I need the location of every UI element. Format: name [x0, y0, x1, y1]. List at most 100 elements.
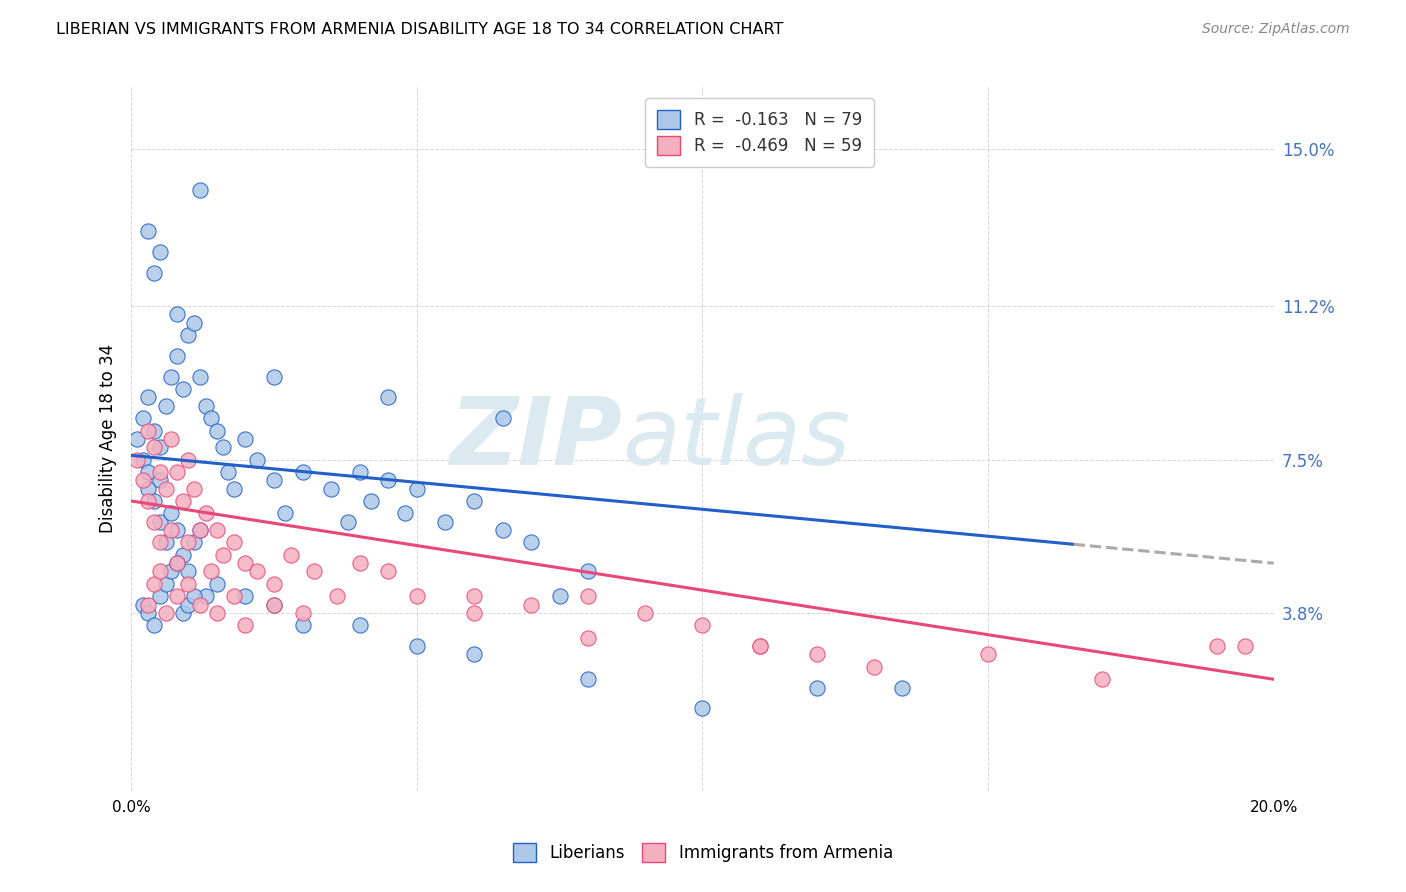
Point: [143, 266, 166, 280]
Point: [172, 494, 194, 508]
Point: [177, 328, 200, 343]
Point: [188, 183, 211, 197]
Point: [576, 565, 599, 579]
Point: [576, 631, 599, 645]
Point: [326, 590, 349, 604]
Point: [166, 349, 188, 363]
Point: [1205, 639, 1227, 653]
Point: [205, 606, 228, 620]
Point: [634, 606, 657, 620]
Point: [188, 523, 211, 537]
Point: [217, 465, 239, 479]
Point: [138, 465, 160, 479]
Point: [155, 606, 177, 620]
Point: [1091, 673, 1114, 687]
Point: [183, 590, 205, 604]
Point: [149, 590, 172, 604]
Point: [194, 507, 217, 521]
Point: [394, 507, 416, 521]
Point: [291, 606, 314, 620]
Legend: Liberians, Immigrants from Armenia: Liberians, Immigrants from Armenia: [505, 834, 901, 871]
Point: [748, 639, 770, 653]
Point: [138, 225, 160, 239]
Point: [405, 590, 427, 604]
Point: [149, 245, 172, 260]
Point: [155, 577, 177, 591]
Point: [172, 382, 194, 396]
Point: [131, 411, 153, 425]
Point: [692, 618, 714, 632]
Point: [125, 432, 148, 446]
Point: [291, 618, 314, 632]
Point: [405, 639, 427, 653]
Point: [405, 482, 427, 496]
Text: atlas: atlas: [623, 393, 851, 484]
Point: [188, 523, 211, 537]
Point: [160, 432, 183, 446]
Point: [211, 440, 233, 454]
Point: [143, 424, 166, 438]
Point: [166, 556, 188, 570]
Point: [463, 648, 485, 662]
Point: [491, 523, 513, 537]
Point: [200, 411, 222, 425]
Y-axis label: Disability Age 18 to 34: Disability Age 18 to 34: [100, 344, 117, 533]
Point: [263, 598, 285, 612]
Point: [222, 482, 245, 496]
Text: Source: ZipAtlas.com: Source: ZipAtlas.com: [1202, 22, 1350, 37]
Point: [337, 515, 360, 529]
Point: [155, 535, 177, 549]
Point: [200, 565, 222, 579]
Point: [143, 440, 166, 454]
Point: [360, 494, 382, 508]
Point: [177, 535, 200, 549]
Point: [205, 424, 228, 438]
Point: [177, 577, 200, 591]
Point: [246, 452, 269, 467]
Point: [177, 452, 200, 467]
Point: [188, 369, 211, 384]
Point: [280, 548, 302, 562]
Point: [891, 681, 914, 695]
Point: [692, 701, 714, 715]
Point: [576, 673, 599, 687]
Point: [194, 399, 217, 413]
Point: [377, 473, 399, 487]
Point: [263, 577, 285, 591]
Text: LIBERIAN VS IMMIGRANTS FROM ARMENIA DISABILITY AGE 18 TO 34 CORRELATION CHART: LIBERIAN VS IMMIGRANTS FROM ARMENIA DISA…: [56, 22, 783, 37]
Point: [138, 390, 160, 404]
Point: [166, 556, 188, 570]
Point: [149, 465, 172, 479]
Point: [131, 598, 153, 612]
Point: [166, 590, 188, 604]
Point: [1234, 639, 1257, 653]
Point: [143, 515, 166, 529]
Point: [131, 452, 153, 467]
Point: [349, 465, 371, 479]
Point: [235, 556, 257, 570]
Point: [143, 577, 166, 591]
Point: [177, 598, 200, 612]
Point: [138, 598, 160, 612]
Point: [349, 556, 371, 570]
Point: [977, 648, 1000, 662]
Point: [235, 618, 257, 632]
Point: [576, 590, 599, 604]
Point: [434, 515, 457, 529]
Point: [149, 565, 172, 579]
Point: [748, 639, 770, 653]
Point: [548, 590, 571, 604]
Point: [246, 565, 269, 579]
Point: [211, 548, 233, 562]
Point: [263, 369, 285, 384]
Point: [806, 681, 828, 695]
Legend: R =  -0.163   N = 79, R =  -0.469   N = 59: R = -0.163 N = 79, R = -0.469 N = 59: [645, 98, 873, 167]
Point: [177, 565, 200, 579]
Point: [205, 523, 228, 537]
Point: [205, 577, 228, 591]
Point: [235, 432, 257, 446]
Point: [149, 535, 172, 549]
Point: [160, 507, 183, 521]
Point: [194, 590, 217, 604]
Point: [160, 369, 183, 384]
